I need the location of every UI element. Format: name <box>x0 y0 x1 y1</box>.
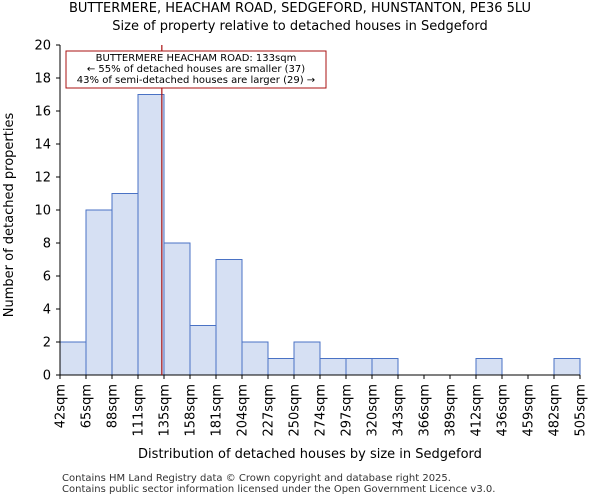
x-tick-label: 227sqm <box>262 384 277 437</box>
histogram-bar <box>371 358 399 376</box>
footer-licence: Contains public sector information licen… <box>62 484 496 495</box>
histogram-bar <box>163 242 191 376</box>
x-axis-label: Distribution of detached houses by size … <box>138 447 482 462</box>
x-tick-label: 111sqm <box>132 384 147 437</box>
y-tick-label: 2 <box>43 336 51 351</box>
x-tick-label: 65sqm <box>80 384 95 428</box>
y-tick-label: 6 <box>43 270 51 285</box>
y-tick-label: 12 <box>34 171 51 186</box>
y-tick-label: 18 <box>34 72 51 87</box>
histogram-bar <box>293 341 321 376</box>
x-tick-label: 158sqm <box>184 384 199 437</box>
histogram-bar <box>267 358 295 376</box>
histogram-bar <box>345 358 373 376</box>
y-tick-label: 8 <box>43 237 51 252</box>
y-axis-label: Number of detached properties <box>2 113 17 318</box>
x-tick-label: 389sqm <box>444 384 459 437</box>
x-tick-label: 366sqm <box>418 384 433 437</box>
x-tick-label: 343sqm <box>392 384 407 437</box>
y-tick-label: 0 <box>43 369 51 384</box>
histogram-bar <box>137 94 165 376</box>
histogram-bar <box>241 341 269 376</box>
histogram-bar <box>553 358 581 376</box>
x-tick-label: 459sqm <box>522 384 537 437</box>
x-tick-label: 297sqm <box>340 384 355 437</box>
x-tick-label: 482sqm <box>548 384 563 437</box>
histogram-bar <box>111 193 139 376</box>
chart-title-address: BUTTERMERE, HEACHAM ROAD, SEDGEFORD, HUN… <box>68 1 532 16</box>
annotation-line3: 43% of semi-detached houses are larger (… <box>77 75 315 86</box>
x-tick-label: 250sqm <box>288 384 303 437</box>
x-tick-label: 436sqm <box>496 384 511 437</box>
y-tick-label: 20 <box>34 39 51 54</box>
x-tick-label: 204sqm <box>236 384 251 437</box>
annotation-line2: ← 55% of detached houses are smaller (37… <box>87 64 305 75</box>
x-tick-label: 505sqm <box>574 384 589 437</box>
histogram-bar <box>215 259 243 376</box>
footer-copyright: Contains HM Land Registry data © Crown c… <box>62 473 451 484</box>
annotation-box <box>65 50 327 89</box>
x-tick-label: 320sqm <box>366 384 381 437</box>
annotation-line1: BUTTERMERE HEACHAM ROAD: 133sqm <box>96 53 297 64</box>
chart-title: Size of property relative to detached ho… <box>112 19 488 34</box>
histogram-bar <box>85 209 113 376</box>
histogram-bar <box>59 341 87 376</box>
histogram-bar <box>319 358 347 376</box>
histogram-bar <box>475 358 503 376</box>
y-tick-label: 16 <box>34 105 51 120</box>
y-tick-label: 14 <box>34 138 51 153</box>
y-tick-label: 4 <box>43 303 51 318</box>
x-tick-label: 412sqm <box>470 384 485 437</box>
x-tick-label: 88sqm <box>106 384 121 428</box>
y-tick-label: 10 <box>34 204 51 219</box>
x-tick-label: 135sqm <box>158 384 173 437</box>
x-tick-label: 274sqm <box>314 384 329 437</box>
x-tick-label: 42sqm <box>54 384 69 428</box>
histogram-bar <box>189 325 217 376</box>
x-tick-label: 181sqm <box>210 384 225 437</box>
